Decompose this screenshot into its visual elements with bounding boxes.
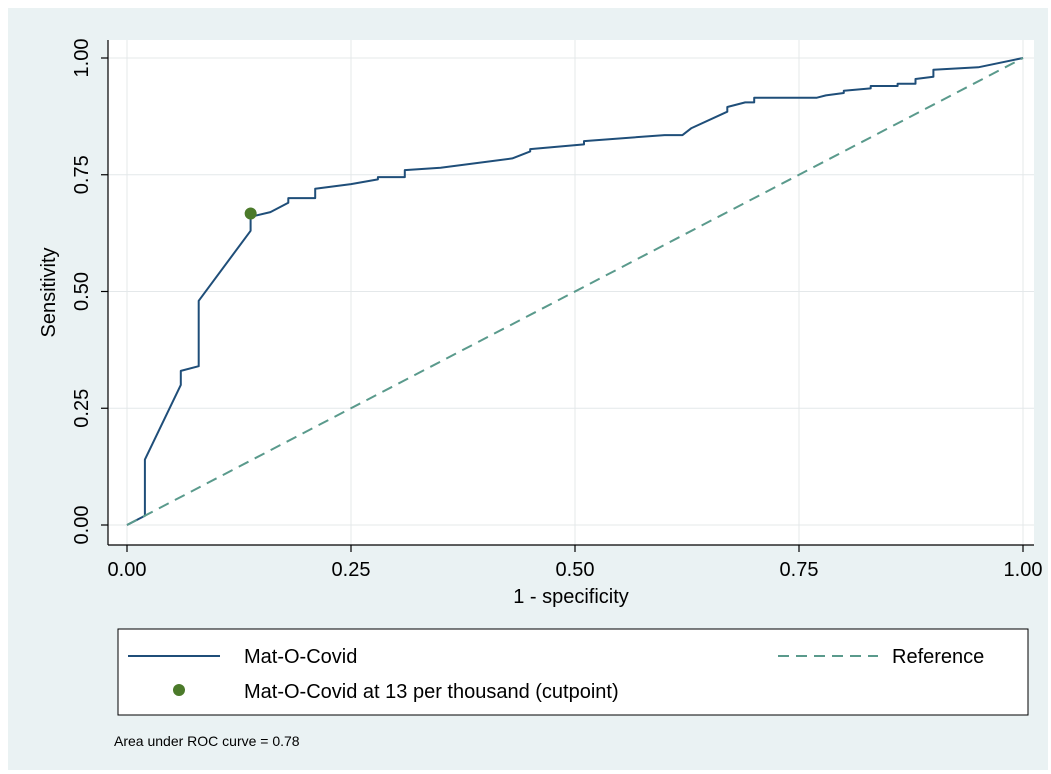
y-axis-label: Sensitivity (38, 247, 60, 337)
legend-box (117, 628, 1029, 716)
series-line-mat-o-covid (126, 57, 1024, 526)
x-tick-label: 0.50 (556, 559, 595, 581)
axes (101, 40, 1034, 552)
cutpoint-markers (244, 207, 257, 220)
roc-chart: 0.00 0.25 0.50 0.75 1.00 0.00 0.25 0.50 0.75 1.00… (38, 39, 1042, 749)
auc-note: Area under ROC curve = 0.78 (114, 733, 300, 749)
legend: Mat-O-Covid Reference Mat-O-Covid at 13 … (117, 628, 1029, 716)
series-line-reference (126, 57, 1024, 526)
legend-label-mat-o-covid: Mat-O-Covid (244, 646, 357, 668)
legend-label-reference: Reference (892, 646, 984, 668)
cutpoint-marker (244, 207, 257, 220)
x-tick-label: 0.75 (780, 559, 819, 581)
series-lines (126, 57, 1024, 526)
legend-swatch-cutpoint (173, 684, 185, 696)
y-tick-label: 0.50 (71, 272, 93, 311)
y-tick-label: 0.25 (71, 389, 93, 428)
x-tick-label: 0.25 (332, 559, 371, 581)
plot-area (108, 40, 1034, 545)
y-tick-label: 0.75 (71, 155, 93, 194)
chart-frame: 0.00 0.25 0.50 0.75 1.00 0.00 0.25 0.50 0.75 1.00… (8, 8, 1048, 770)
x-tick-label: 0.00 (108, 559, 147, 581)
x-axis-label: 1 - specificity (513, 586, 629, 608)
legend-label-cutpoint: Mat-O-Covid at 13 per thousand (cutpoint… (244, 681, 619, 703)
y-tick-label: 1.00 (71, 39, 93, 78)
gridlines (108, 40, 1034, 545)
y-tick-label: 0.00 (71, 506, 93, 545)
tick-labels: 0.00 0.25 0.50 0.75 1.00 0.00 0.25 0.50 0.75 1.00 (71, 39, 1042, 581)
x-tick-label: 1.00 (1004, 559, 1043, 581)
